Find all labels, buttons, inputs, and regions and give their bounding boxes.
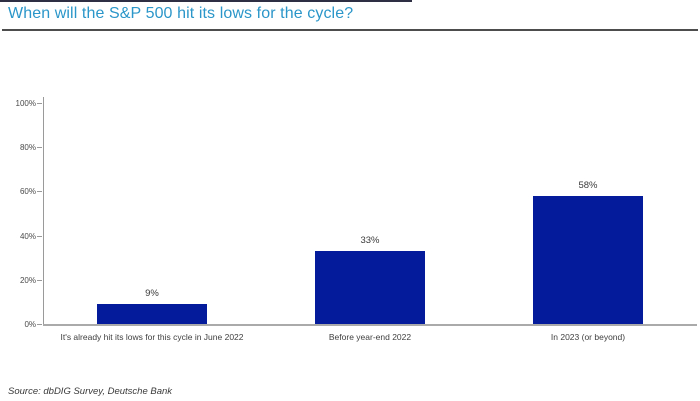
- x-axis-line: [43, 324, 697, 326]
- x-category-label: Before year-end 2022: [328, 332, 412, 342]
- bar-value-label: 33%: [360, 235, 380, 246]
- bar-value-label: 9%: [145, 288, 159, 299]
- y-axis-tick: [37, 324, 42, 325]
- chart-title: When will the S&P 500 hit its lows for t…: [8, 5, 354, 22]
- bar: [315, 251, 425, 324]
- source-note: Source: dbDIG Survey, Deutsche Bank: [8, 386, 173, 397]
- x-category-label: It's already hit its lows for this cycle…: [60, 332, 244, 342]
- bar-value-label: 58%: [578, 180, 598, 191]
- y-tick-label: 0%: [24, 320, 36, 329]
- top-border-line: [0, 0, 412, 2]
- y-tick-label: 80%: [19, 143, 36, 153]
- bar: [97, 304, 207, 324]
- bar: [533, 196, 643, 324]
- title-underline: [2, 29, 698, 31]
- y-axis-tick: [37, 191, 42, 193]
- x-category-label: In 2023 (or beyond): [550, 332, 626, 342]
- y-axis-line: [43, 97, 44, 324]
- y-tick-label: 40%: [19, 231, 36, 241]
- y-axis-tick: [37, 235, 42, 237]
- y-tick-label: 20%: [19, 275, 36, 285]
- y-axis-tick: [37, 279, 42, 281]
- y-tick-label: 60%: [19, 187, 36, 197]
- y-axis-tick: [37, 147, 42, 149]
- y-axis-tick: [37, 103, 42, 104]
- y-tick-label: 100%: [15, 99, 36, 108]
